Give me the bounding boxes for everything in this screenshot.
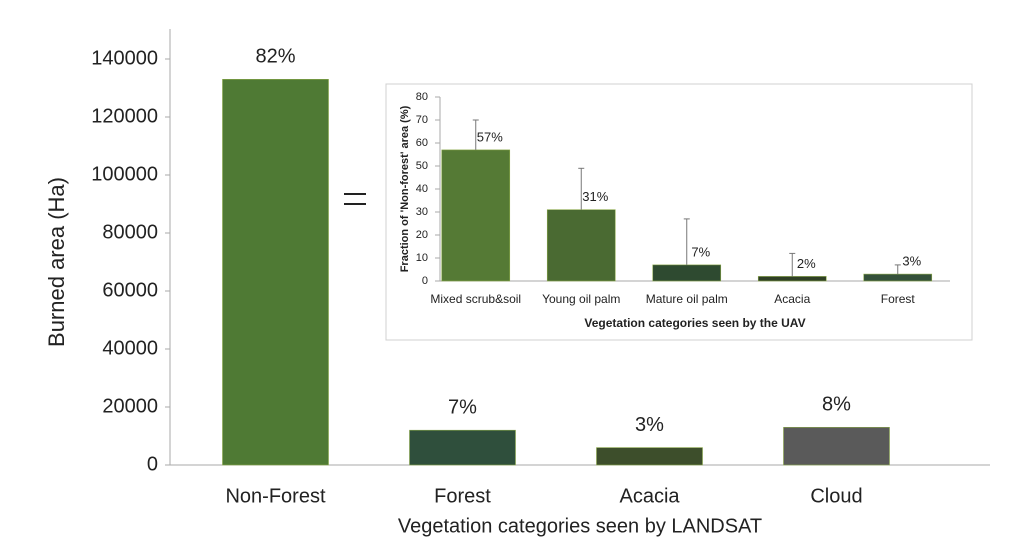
value-label: 82% bbox=[255, 46, 295, 68]
value-label: 7% bbox=[448, 396, 477, 418]
bar bbox=[546, 209, 616, 282]
value-label: 8% bbox=[822, 394, 851, 416]
y-tick-label: 40000 bbox=[102, 337, 158, 359]
y-tick-label: 100000 bbox=[91, 163, 158, 185]
y-tick-label: 40 bbox=[416, 183, 428, 195]
x-axis-label: Vegetation categories seen by LANDSAT bbox=[398, 515, 762, 537]
x-tick-label: Mixed scrub&soil bbox=[430, 292, 521, 306]
x-tick-label: Acacia bbox=[774, 292, 810, 306]
y-tick-label: 80 bbox=[416, 91, 428, 103]
y-tick-label: 70 bbox=[416, 114, 428, 126]
y-tick-label: 10 bbox=[416, 252, 428, 264]
x-tick-label: Young oil palm bbox=[542, 292, 620, 306]
bar bbox=[783, 426, 890, 466]
bar bbox=[652, 264, 722, 282]
x-tick-label: Non-Forest bbox=[225, 485, 325, 507]
y-axis-label: Burned area (Ha) bbox=[44, 177, 69, 347]
y-tick-label: 50 bbox=[416, 160, 428, 172]
x-tick-label: Forest bbox=[434, 485, 491, 507]
y-tick-label: 20 bbox=[416, 229, 428, 241]
value-label: 57% bbox=[477, 129, 503, 144]
value-label: 3% bbox=[902, 254, 921, 269]
bar bbox=[441, 149, 511, 282]
x-tick-label: Acacia bbox=[619, 485, 680, 507]
x-tick-label: Mature oil palm bbox=[646, 292, 728, 306]
bar bbox=[757, 276, 827, 282]
y-tick-label: 60000 bbox=[102, 279, 158, 301]
x-axis-label: Vegetation categories seen by the UAV bbox=[584, 316, 805, 330]
value-label: 3% bbox=[635, 414, 664, 436]
y-tick-label: 0 bbox=[422, 275, 428, 287]
y-tick-label: 80000 bbox=[102, 221, 158, 243]
value-label: 2% bbox=[797, 256, 816, 271]
value-label: 7% bbox=[691, 244, 710, 259]
bar bbox=[596, 447, 703, 466]
y-tick-label: 60 bbox=[416, 137, 428, 149]
y-tick-label: 120000 bbox=[91, 105, 158, 127]
y-tick-label: 0 bbox=[147, 453, 158, 475]
y-tick-label: 20000 bbox=[102, 395, 158, 417]
bar bbox=[222, 79, 329, 466]
y-tick-label: 140000 bbox=[91, 47, 158, 69]
x-tick-label: Cloud bbox=[810, 485, 862, 507]
y-axis-label: Fraction of 'Non-forest' area (%) bbox=[399, 105, 411, 272]
y-tick-label: 30 bbox=[416, 206, 428, 218]
bar bbox=[863, 273, 933, 282]
value-label: 31% bbox=[582, 189, 608, 204]
bar bbox=[409, 429, 516, 466]
x-tick-label: Forest bbox=[881, 292, 916, 306]
